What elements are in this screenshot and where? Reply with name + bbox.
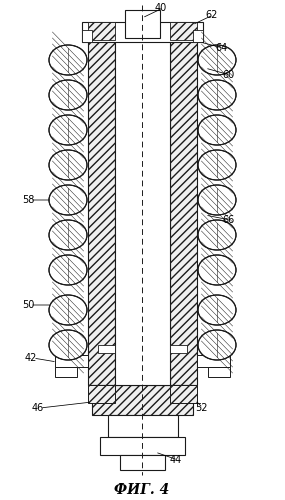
Text: 58: 58 — [22, 195, 34, 205]
Text: 46: 46 — [32, 403, 44, 413]
Text: 66: 66 — [222, 215, 234, 225]
Ellipse shape — [198, 150, 236, 180]
Ellipse shape — [198, 80, 236, 110]
Ellipse shape — [198, 185, 236, 215]
Bar — [55, 367, 77, 377]
Bar — [197, 355, 230, 367]
Text: 52: 52 — [195, 403, 207, 413]
Ellipse shape — [49, 45, 87, 75]
Ellipse shape — [198, 330, 236, 360]
Ellipse shape — [49, 80, 87, 110]
Bar — [88, 22, 115, 40]
Ellipse shape — [49, 115, 87, 145]
Ellipse shape — [198, 45, 236, 75]
Text: 44: 44 — [170, 455, 182, 465]
Bar — [82, 30, 92, 42]
Ellipse shape — [49, 220, 87, 250]
Text: ФИГ. 4: ФИГ. 4 — [114, 483, 170, 497]
Ellipse shape — [49, 255, 87, 285]
Text: 64: 64 — [215, 43, 227, 53]
Bar — [88, 38, 115, 385]
Bar — [92, 385, 193, 415]
Ellipse shape — [198, 295, 236, 325]
Bar — [100, 437, 185, 455]
Bar — [208, 367, 230, 377]
Ellipse shape — [198, 115, 236, 145]
Bar — [170, 22, 197, 40]
Bar — [108, 415, 178, 437]
Text: 40: 40 — [155, 3, 167, 13]
Ellipse shape — [198, 220, 236, 250]
Ellipse shape — [49, 150, 87, 180]
Bar — [125, 10, 160, 38]
Text: 62: 62 — [205, 10, 217, 20]
Ellipse shape — [49, 185, 87, 215]
Ellipse shape — [49, 330, 87, 360]
Text: 50: 50 — [22, 300, 34, 310]
Bar — [120, 455, 165, 470]
Bar — [55, 355, 88, 367]
Text: 60: 60 — [222, 70, 234, 80]
Bar — [88, 385, 115, 403]
Ellipse shape — [49, 295, 87, 325]
Bar — [98, 345, 115, 353]
Bar — [170, 345, 187, 353]
Ellipse shape — [198, 255, 236, 285]
Text: 42: 42 — [25, 353, 37, 363]
Bar — [82, 22, 203, 42]
Bar — [115, 38, 170, 385]
Bar — [193, 30, 203, 42]
Bar — [170, 385, 197, 403]
Bar — [170, 38, 197, 385]
